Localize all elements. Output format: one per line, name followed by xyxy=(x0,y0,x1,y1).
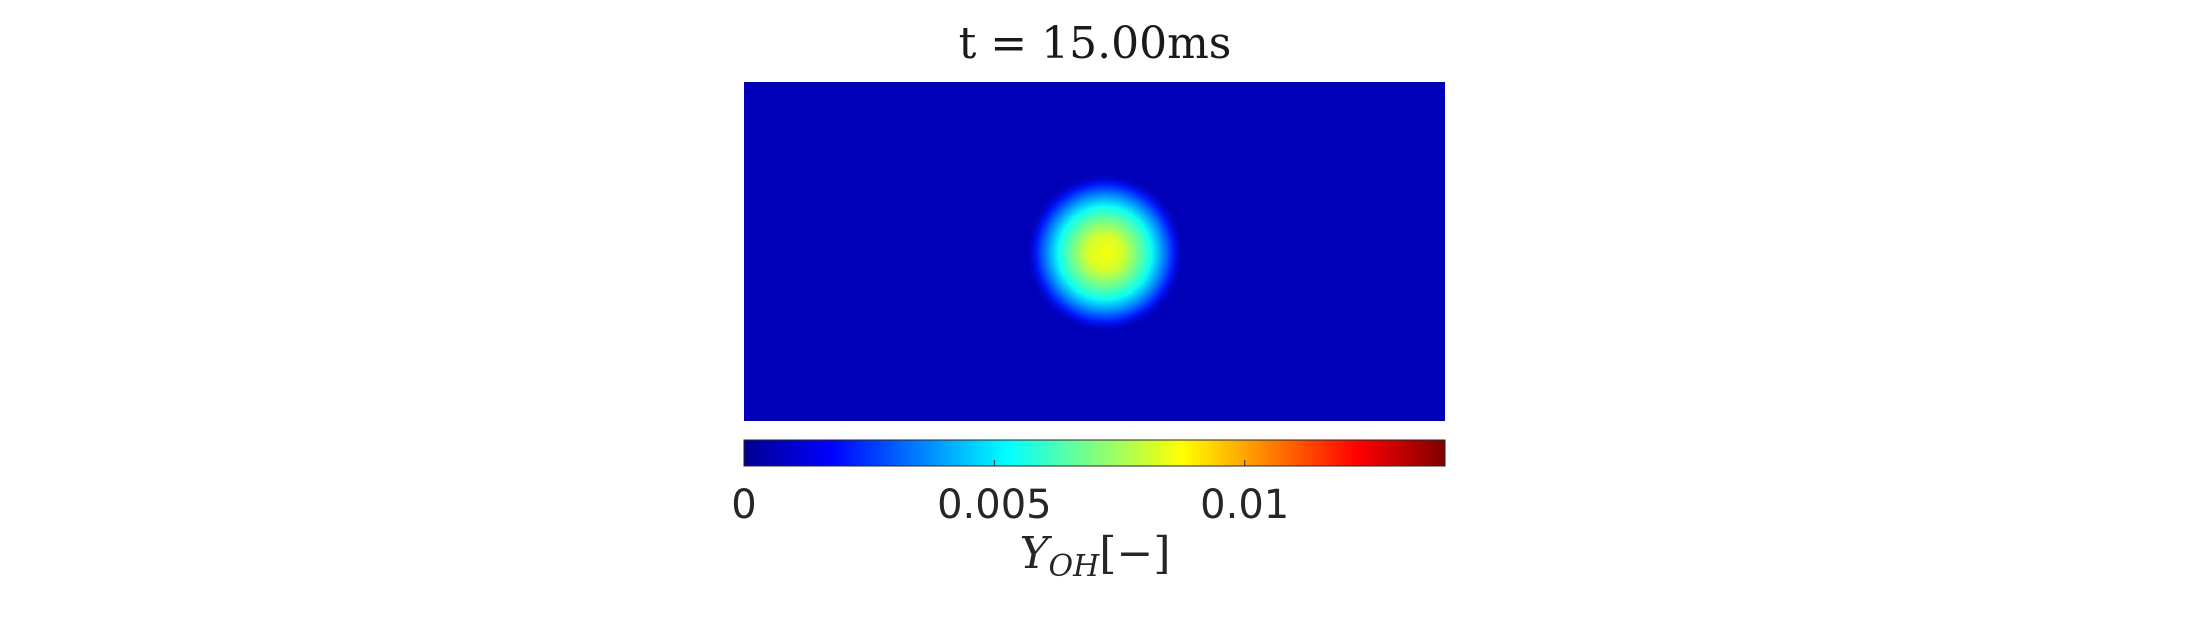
colorbar-ticks: 0 0.005 0.01 xyxy=(731,460,1289,528)
colorbar-tick-label: 0.01 xyxy=(1200,482,1289,528)
heatmap-field xyxy=(744,82,1445,421)
colorbar-label-main: Y xyxy=(1019,528,1052,579)
colorbar-label-unit: [−] xyxy=(1099,528,1170,579)
colorbar-label: YOH[−] xyxy=(1019,528,1170,584)
colorbar-tick-label: 0 xyxy=(731,482,756,528)
colorbar: 0 0.005 0.01 YOH[−] xyxy=(731,439,1446,584)
colorbar-gradient xyxy=(743,439,1446,467)
chart-title: t = 15.00ms xyxy=(959,18,1232,69)
oh-concentration-peak xyxy=(1025,173,1185,333)
colorbar-tick-label: 0.005 xyxy=(937,482,1052,528)
colorbar-label-subscript: OH xyxy=(1049,549,1101,584)
